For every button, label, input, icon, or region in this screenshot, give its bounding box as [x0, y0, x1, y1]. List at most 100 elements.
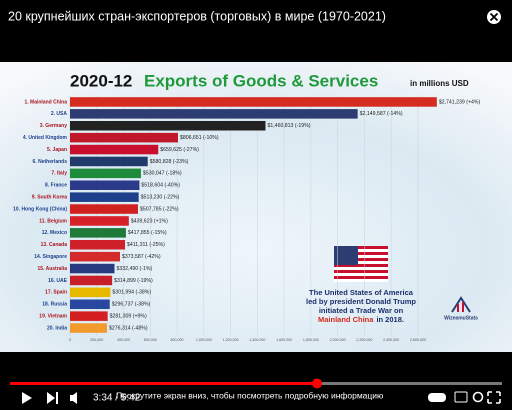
value-label: $2,741,239 (+4%)	[439, 99, 481, 105]
value-label: $806,651 (-10%)	[180, 135, 219, 141]
y-tick-label: 5. Japan	[47, 147, 67, 153]
y-tick-label: 18. Russia	[42, 302, 67, 308]
y-tick-label: 9. South Korea	[32, 194, 68, 200]
play-button[interactable]	[22, 392, 32, 404]
bar	[70, 168, 141, 179]
annotation-end: in 2018.	[376, 315, 404, 324]
value-label: $417,855 (-15%)	[128, 230, 167, 236]
annotation-highlight: Mainland China	[318, 315, 374, 324]
chart-unit: in millions USD	[410, 79, 469, 88]
annotation-line: led by president Donald Trump	[306, 297, 416, 306]
y-tick-label: 1. Mainland China	[24, 99, 67, 105]
bar	[70, 109, 358, 119]
close-button[interactable]	[487, 10, 501, 24]
y-tick-label: 8. France	[45, 183, 67, 189]
value-label: $411,311 (-25%)	[127, 242, 165, 248]
y-tick-label: 17. Spain	[45, 290, 67, 296]
video-title: 20 крупнейших стран-экспортеров (торговы…	[8, 9, 386, 23]
logo-text: WizeamuStats	[444, 315, 478, 321]
bar	[70, 287, 111, 298]
bar	[70, 120, 266, 131]
progress-played	[10, 382, 317, 385]
fullscreen-button[interactable]	[487, 391, 501, 404]
value-label: $439,623 (+1%)	[131, 218, 168, 224]
value-label: $530,047 (-18%)	[143, 171, 182, 177]
bar	[70, 228, 126, 238]
chart-title: Exports of Goods & Services	[144, 71, 378, 90]
chart-date: 2020-12	[70, 71, 132, 90]
x-tick-label: 600,000	[144, 338, 157, 342]
value-label: $332,490 (-1%)	[116, 266, 152, 272]
x-tick-label: 200,000	[90, 338, 103, 342]
y-tick-label: 14. Singapore	[34, 254, 67, 260]
volume-button[interactable]	[70, 392, 77, 404]
bar	[70, 204, 138, 214]
autoplay-toggle[interactable]	[428, 393, 446, 402]
bar	[70, 192, 139, 202]
x-tick-label: 2,600,000	[410, 338, 426, 342]
value-label: $276,314 (-48%)	[109, 325, 148, 331]
bar	[70, 311, 108, 321]
annotation-line: The United States of America	[309, 288, 414, 297]
bar	[70, 97, 437, 107]
bar	[70, 144, 159, 155]
bar	[70, 239, 126, 250]
x-tick-label: 1,800,000	[303, 338, 319, 342]
annotation-line: Mainland China in 2018.	[318, 315, 404, 324]
value-label: $373,587 (-42%)	[122, 254, 161, 260]
x-tick-label: 2,400,000	[383, 338, 399, 342]
y-tick-label: 12. Mexico	[42, 230, 67, 236]
y-tick-label: 20. India	[47, 325, 67, 331]
value-label: $513,230 (-22%)	[141, 195, 180, 201]
x-tick-label: 0	[69, 338, 71, 342]
settings-button[interactable]	[472, 391, 484, 403]
x-tick-label: 2,000,000	[330, 338, 346, 342]
y-tick-label: 6. Netherlands	[33, 159, 68, 165]
x-tick-label: 1,200,000	[223, 338, 239, 342]
y-tick-label: 2. USA	[51, 111, 68, 117]
y-tick-label: 4. United Kingdom	[23, 135, 68, 141]
annotation-line: initiated a Trade War on	[319, 306, 404, 315]
time-display: 3:34 / 5:42	[93, 393, 141, 404]
y-tick-label: 16. UAE	[48, 278, 68, 284]
value-label: $580,828 (-23%)	[150, 159, 189, 165]
y-tick-label: 13. Canada	[41, 242, 68, 248]
x-tick-label: 2,200,000	[356, 338, 372, 342]
bar	[70, 263, 115, 274]
x-tick-label: 800,000	[171, 338, 184, 342]
bar	[70, 156, 148, 167]
progress-handle[interactable]	[312, 378, 322, 389]
value-label: $2,149,587 (-14%)	[360, 111, 403, 117]
us-flag	[334, 246, 388, 282]
value-label: $1,460,813 (-19%)	[267, 123, 310, 129]
value-label: $281,309 (+9%)	[110, 314, 147, 320]
value-label: $659,625 (-27%)	[160, 147, 199, 153]
value-label: $507,785 (-22%)	[140, 206, 179, 212]
value-label: $518,604 (-40%)	[141, 183, 180, 189]
x-tick-label: 1,600,000	[276, 338, 292, 342]
value-label: $296,737 (-38%)	[112, 302, 151, 308]
bar	[70, 299, 110, 310]
y-tick-label: 15. Australia	[37, 266, 67, 272]
bar	[70, 275, 113, 286]
x-tick-label: 1,000,000	[196, 338, 212, 342]
y-tick-label: 10. Hong Kong (China)	[13, 206, 67, 212]
y-tick-label: 11. Belgium	[39, 218, 67, 224]
bar	[70, 132, 178, 143]
bar	[70, 251, 120, 262]
y-tick-label: 3. Germany	[40, 123, 67, 129]
logo-icon	[451, 296, 471, 313]
y-tick-label: 19. Vietnam	[39, 313, 67, 319]
caption: Прокрутите экран вниз, чтобы посмотреть …	[116, 390, 384, 400]
value-label: $314,899 (-19%)	[114, 278, 153, 284]
value-label: $301,994 (-38%)	[112, 290, 151, 296]
subtitles-button[interactable]	[454, 391, 468, 403]
y-tick-label: 7. Italy	[51, 171, 67, 177]
x-tick-label: 400,000	[117, 338, 130, 342]
x-tick-label: 1,400,000	[249, 338, 265, 342]
bar	[70, 216, 129, 226]
bar	[70, 180, 140, 191]
bar	[70, 323, 107, 333]
next-button[interactable]	[47, 392, 58, 404]
